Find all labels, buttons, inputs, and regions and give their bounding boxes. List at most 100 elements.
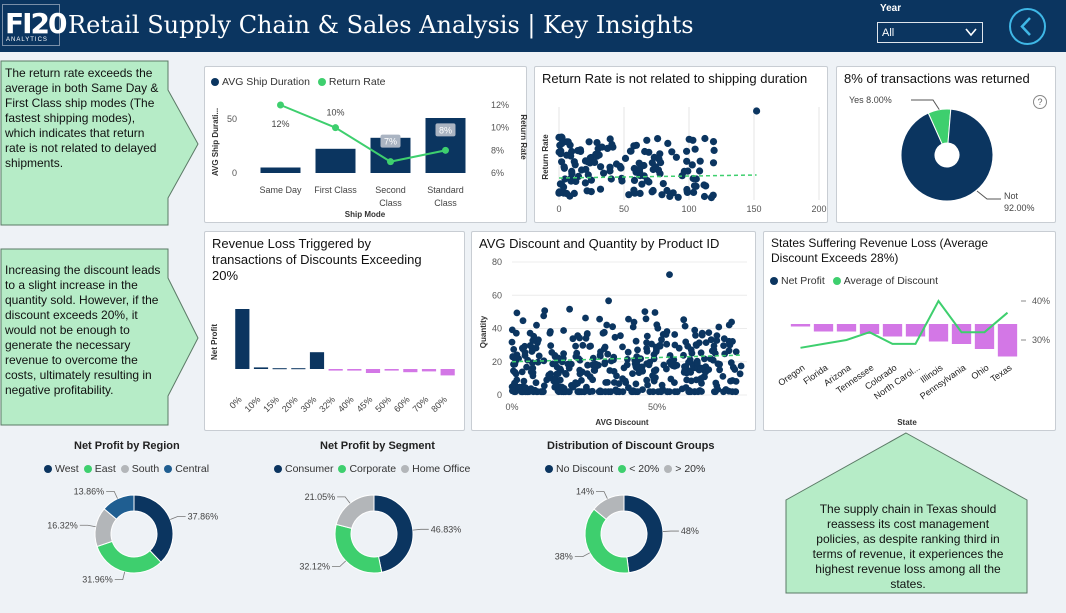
slice-label: 14% — [576, 486, 594, 496]
card-title: Revenue Loss Triggered by transactions o… — [212, 236, 422, 283]
donut-slice — [593, 494, 625, 521]
y-tick-label: 50 — [227, 114, 237, 124]
scatter-point — [663, 388, 671, 396]
scatter-point — [719, 373, 727, 380]
scatter-point — [520, 377, 528, 385]
x-tick-label: 50 — [619, 204, 629, 214]
scatter-point — [707, 336, 715, 344]
scatter-point — [683, 185, 691, 194]
legend-item: East — [83, 463, 116, 475]
scatter-point — [624, 348, 632, 356]
scatter-point — [553, 363, 561, 371]
slice-label: 92.00% — [1004, 203, 1035, 213]
scatter-point — [615, 380, 623, 387]
scatter-point — [596, 352, 604, 360]
legend-item: Central — [164, 463, 209, 475]
bar-net-profit — [790, 324, 811, 327]
scatter-point — [596, 315, 603, 323]
legend-dot — [338, 465, 347, 473]
scatter-point — [566, 388, 573, 396]
scatter-point — [681, 322, 689, 330]
x-tick-label: Class — [379, 198, 402, 208]
scatter-point — [546, 329, 554, 337]
back-button[interactable] — [1009, 8, 1046, 45]
scatter-point — [595, 388, 603, 396]
ship-chart-legend: AVG Ship Duration Return Rate — [211, 76, 390, 88]
scatter-point — [556, 356, 563, 364]
y-tick-label: 20 — [492, 357, 502, 367]
discount-line — [800, 299, 1009, 349]
scatter-point — [630, 164, 638, 173]
discount-groups-chart-title: Distribution of Discount Groups — [547, 440, 715, 452]
scatter-point — [655, 155, 663, 163]
scatter-point — [690, 188, 698, 196]
scatter-point — [680, 368, 688, 376]
scatter-point — [709, 159, 718, 167]
data-label-box — [435, 123, 456, 137]
legend-dot — [545, 465, 553, 473]
scatter-point — [636, 172, 644, 180]
scatter-point — [591, 367, 599, 374]
scatter-point — [522, 384, 529, 392]
scatter-point — [620, 364, 628, 372]
logo-subtext: ANALYTICS — [6, 37, 48, 43]
scatter-point — [512, 329, 520, 337]
slice-label: 13.86% — [74, 486, 105, 496]
discount-quantity-card: AVG Discount and Quantity by Product ID … — [471, 231, 756, 431]
data-label: 12% — [271, 119, 289, 129]
slice-label: Not — [1004, 191, 1019, 201]
x-tick-label: 60% — [392, 394, 412, 414]
card-title: 8% of transactions was returned — [844, 71, 1030, 86]
scatter-point — [557, 180, 566, 188]
callout-discount-insight: Increasing the discount leads to a sligh… — [5, 263, 161, 397]
discount-groups-donut-chart: 48% 38% 14% — [555, 486, 699, 574]
scatter-point — [596, 185, 605, 193]
scatter-point — [523, 363, 530, 371]
slice-label: 48% — [681, 526, 699, 536]
scatter-point — [654, 135, 662, 143]
y-axis-label: AVG Ship Durati... — [211, 108, 220, 176]
scatter-point — [618, 177, 626, 185]
scatter-point — [632, 380, 640, 388]
scatter-point — [698, 331, 706, 339]
scatter-point — [591, 158, 599, 166]
bar-net-profit — [365, 369, 381, 373]
scatter-point — [666, 271, 673, 278]
scatter-point — [527, 368, 535, 376]
scatter-point — [589, 376, 596, 384]
scatter-point — [642, 315, 650, 323]
legend-dot — [120, 465, 129, 473]
scatter-point — [583, 187, 591, 195]
scatter-point — [753, 107, 761, 115]
scatter-point — [540, 382, 548, 390]
scatter-point — [688, 161, 696, 169]
scatter-point — [651, 309, 659, 316]
donut-slice — [133, 494, 174, 563]
scatter-point — [632, 337, 640, 345]
x-tick-label: Oregon — [776, 362, 806, 387]
x-axis-label: Ship Mode — [345, 210, 386, 219]
x-tick-label: 70% — [411, 394, 431, 414]
legend-item: No Discount — [545, 463, 613, 475]
help-icon[interactable]: ? — [1033, 95, 1047, 109]
callout-ship-insight: The return rate exceeds the average in b… — [5, 66, 159, 170]
bar-net-profit — [253, 367, 269, 369]
scatter-point — [643, 376, 651, 384]
scatter-point — [619, 388, 627, 396]
scatter-point — [568, 147, 576, 156]
scatter-point — [689, 174, 697, 183]
bar-net-profit — [997, 324, 1018, 357]
scatter-point — [508, 338, 516, 346]
x-tick-label: 0% — [505, 402, 518, 412]
scatter-point — [701, 134, 709, 143]
callout-shape-3 — [785, 432, 1028, 594]
segment-donut-chart: 46.83% 32.12% 21.05% — [299, 492, 461, 574]
scatter-point — [545, 371, 553, 379]
scatter-point — [630, 186, 638, 194]
scatter-point — [547, 342, 555, 349]
bar-net-profit — [235, 309, 250, 369]
x-tick-label: 20% — [280, 394, 300, 414]
ship-mode-combo-chart: 0 50 12% 10% 8% 6% AVG Ship Durati... Return Ra… — [211, 100, 528, 219]
scatter-point — [713, 332, 721, 339]
year-filter-dropdown[interactable]: All — [877, 22, 983, 43]
